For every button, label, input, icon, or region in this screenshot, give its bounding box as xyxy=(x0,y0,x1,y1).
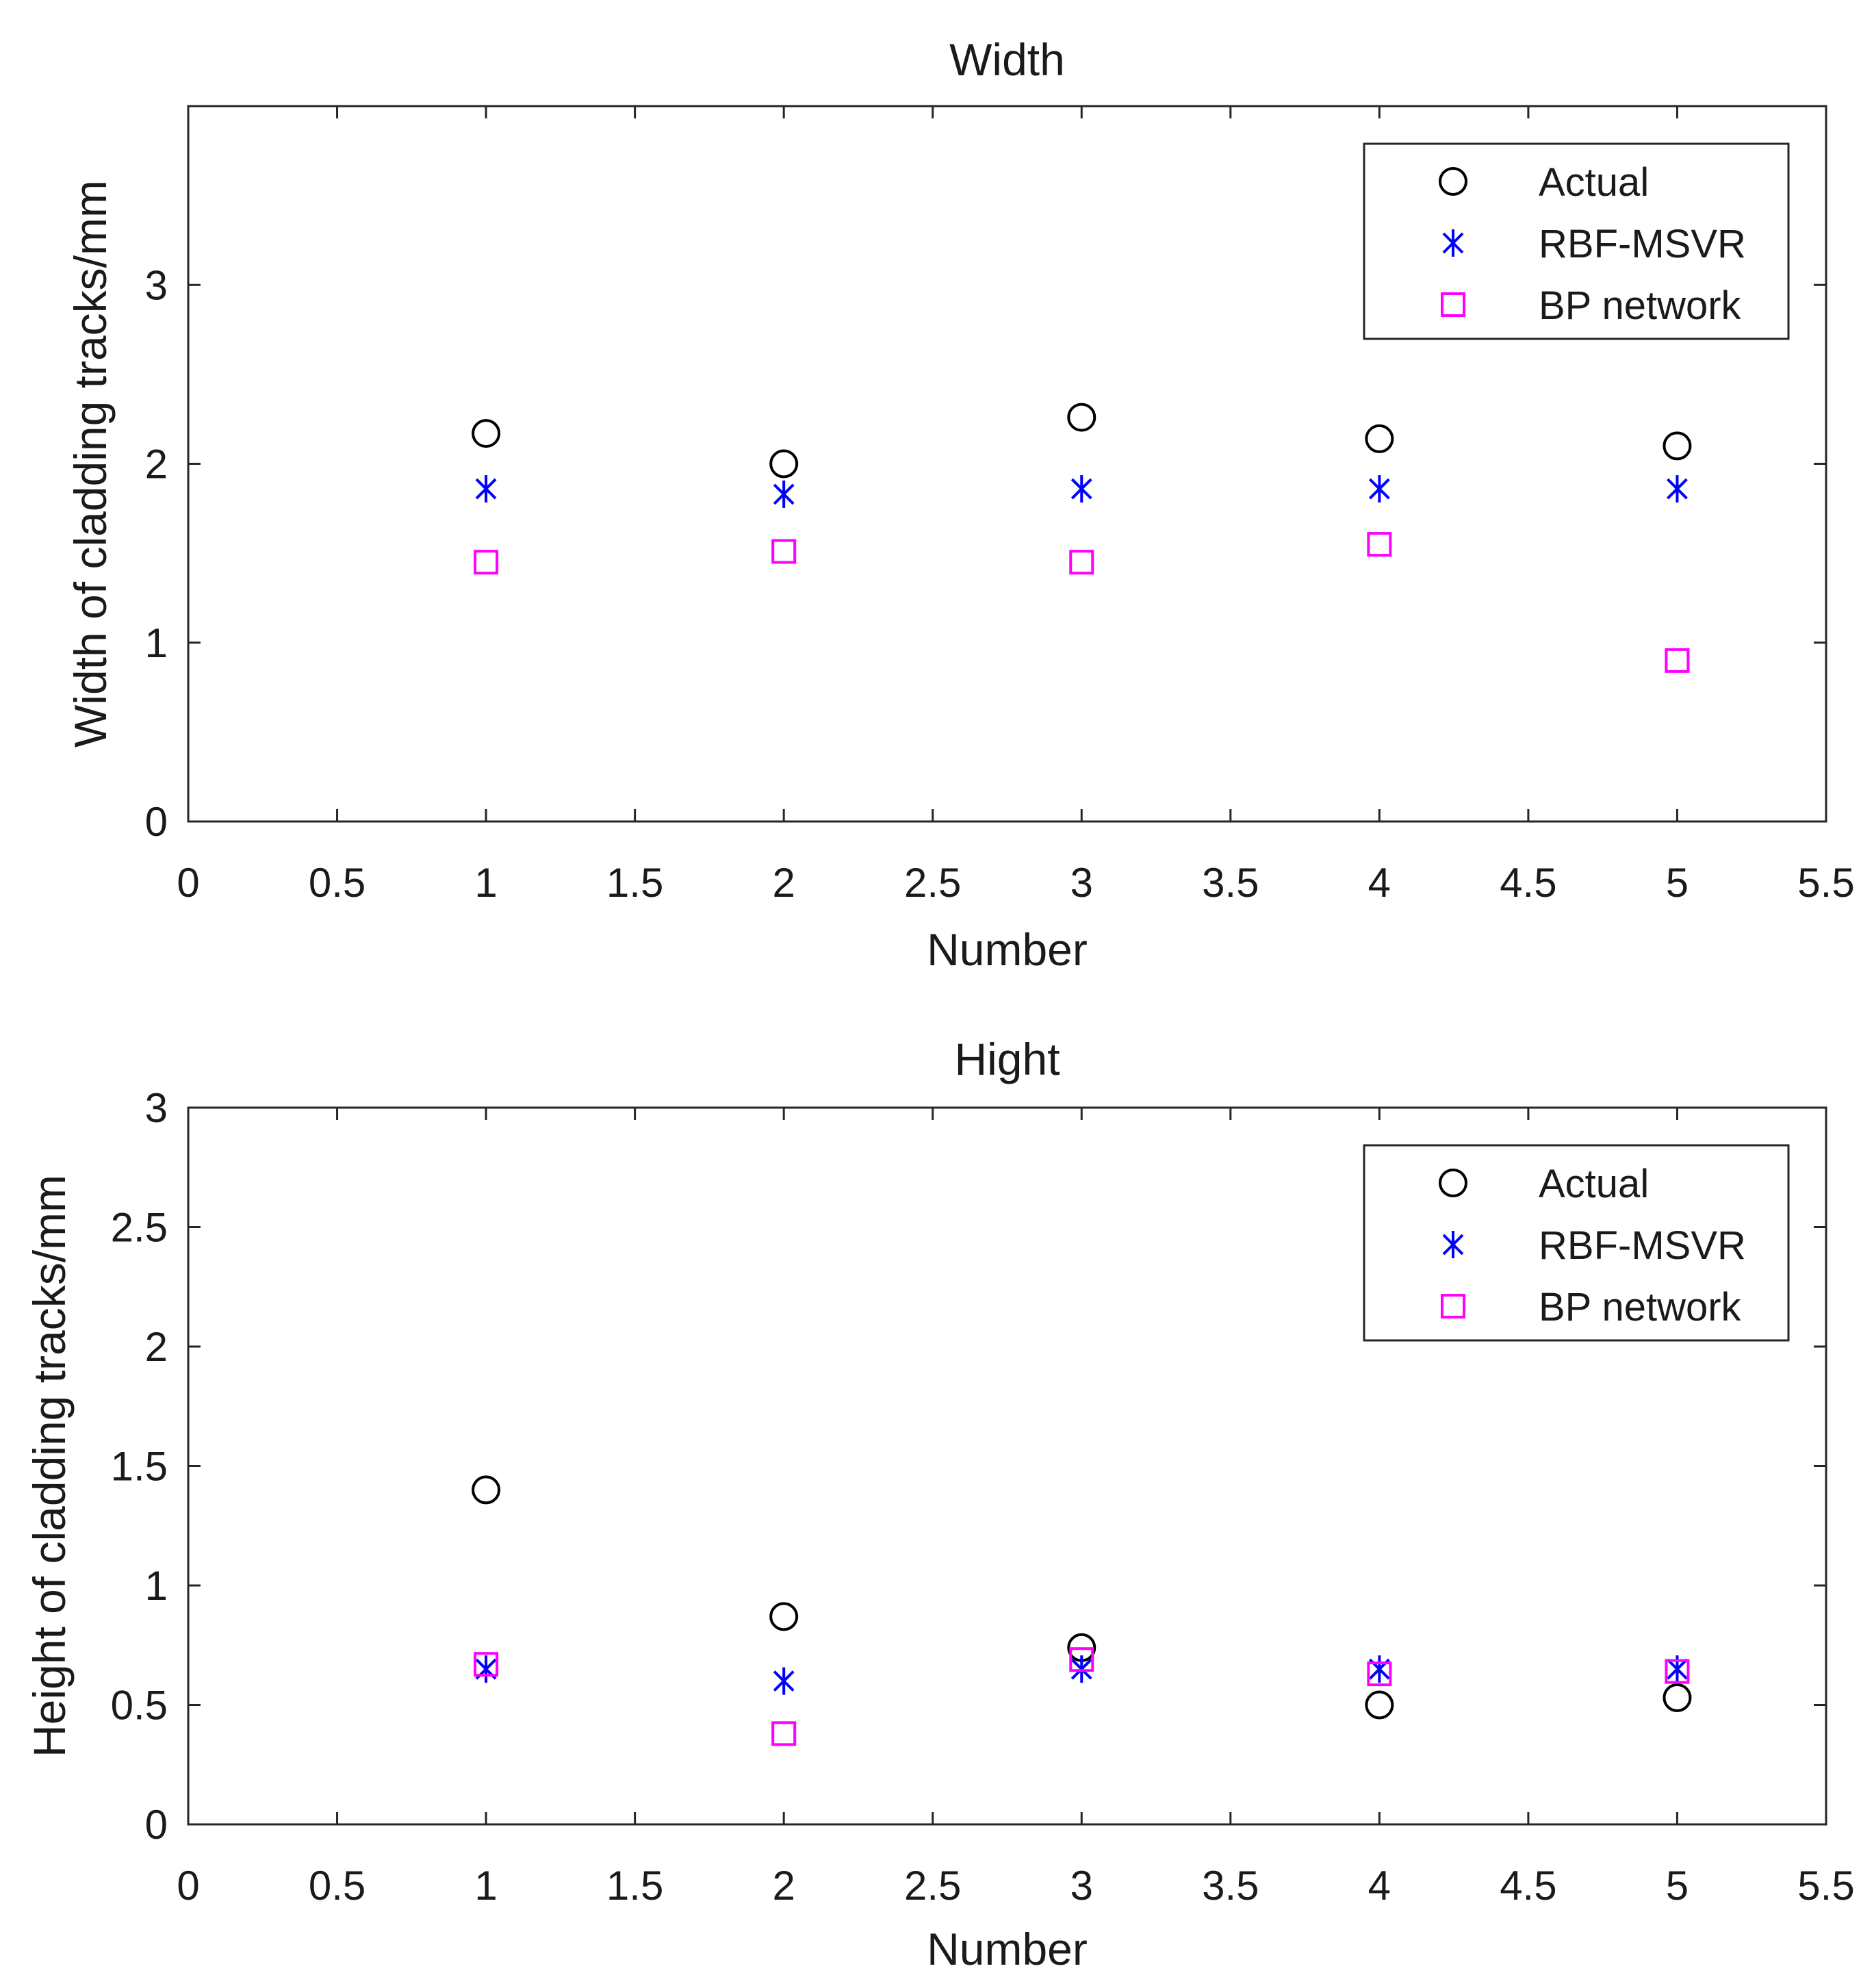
x-tick-label: 2 xyxy=(772,1863,795,1909)
width-chart-panel: Width 0 0.5 1 1.5 2 2.5 3 3.5 4 4.5 5 5.5 0 1 2 3 Number W… xyxy=(65,34,1855,975)
chart-title: Hight xyxy=(954,1034,1060,1084)
y-tick-label: 3 xyxy=(145,262,168,308)
data-point-rbf-msvr-stroke xyxy=(475,478,497,500)
legend-marker-actual xyxy=(1439,167,1467,196)
legend: Actual RBF-MSVR BP network xyxy=(1363,142,1790,340)
data-point-bp-network xyxy=(1069,550,1094,575)
data-point-rbf-msvr-stroke xyxy=(773,1670,795,1692)
data-point-actual xyxy=(1365,424,1394,453)
x-tick-label: 0.5 xyxy=(309,860,365,906)
legend-marker-rbf-msvr-stroke xyxy=(1442,232,1464,254)
legend-label: RBF-MSVR xyxy=(1539,1223,1746,1268)
legend-label: BP network xyxy=(1539,1285,1742,1329)
legend-box xyxy=(1363,1144,1790,1342)
legend-marker-bp-network xyxy=(1441,292,1465,317)
data-point-rbf-msvr xyxy=(773,480,795,508)
y-tick-label: 2.5 xyxy=(111,1205,168,1251)
data-point-rbf-msvr xyxy=(1070,475,1092,503)
x-tick-label: 3 xyxy=(1070,1863,1093,1909)
data-point-actual xyxy=(1663,431,1692,461)
legend-marker-rbf-msvr xyxy=(1442,1231,1464,1258)
data-point-rbf-msvr-stroke xyxy=(1070,1658,1092,1680)
x-tick-label: 3.5 xyxy=(1202,860,1259,906)
y-tick-label: 2 xyxy=(145,442,168,487)
x-tick-label: 0 xyxy=(177,860,199,906)
x-tick-label: 5.5 xyxy=(1797,1863,1854,1909)
legend-label: Actual xyxy=(1539,1162,1649,1206)
data-point-actual xyxy=(1365,1690,1394,1720)
x-tick-label: 3 xyxy=(1070,860,1093,906)
data-point-rbf-msvr xyxy=(1368,475,1390,503)
data-point-actual xyxy=(769,449,799,479)
data-point-rbf-msvr-stroke xyxy=(1667,478,1688,500)
data-point-bp-network xyxy=(1367,1661,1392,1687)
x-tick-label: 4.5 xyxy=(1500,860,1556,906)
y-axis-label: Height of cladding tracks/mm xyxy=(24,1175,75,1757)
x-tick-label: 5 xyxy=(1666,860,1689,906)
legend-label: Actual xyxy=(1539,160,1649,205)
y-tick-label: 0.5 xyxy=(111,1683,168,1729)
x-tick-label: 5.5 xyxy=(1797,860,1854,906)
y-tick-label: 2 xyxy=(145,1324,168,1370)
data-point-bp-network xyxy=(474,550,499,575)
data-point-bp-network xyxy=(771,1721,797,1746)
x-axis-label: Number xyxy=(927,1924,1088,1974)
legend-marker-rbf-msvr xyxy=(1442,229,1464,257)
y-tick-label: 1.5 xyxy=(111,1444,168,1490)
x-tick-label: 0.5 xyxy=(309,1863,365,1909)
data-point-bp-network xyxy=(474,1652,499,1677)
y-tick-label: 1 xyxy=(145,1563,168,1609)
y-tick-label: 1 xyxy=(145,620,168,666)
x-tick-label: 1 xyxy=(474,1863,497,1909)
data-point-rbf-msvr-stroke xyxy=(1368,478,1390,500)
y-tick-label: 3 xyxy=(145,1085,168,1131)
data-point-actual xyxy=(769,1602,799,1631)
legend-marker-actual xyxy=(1439,1169,1467,1197)
data-point-bp-network xyxy=(1665,1659,1690,1684)
data-point-rbf-msvr xyxy=(773,1667,795,1695)
x-tick-label: 1 xyxy=(474,860,497,906)
x-tick-label: 4 xyxy=(1368,860,1391,906)
legend: Actual RBF-MSVR BP network xyxy=(1363,1144,1790,1342)
data-point-rbf-msvr xyxy=(1070,1655,1092,1683)
data-point-rbf-msvr-stroke xyxy=(1667,1658,1688,1680)
data-point-rbf-msvr-stroke xyxy=(773,483,795,505)
data-point-actual xyxy=(1067,403,1096,432)
x-tick-label: 4.5 xyxy=(1500,1863,1556,1909)
legend-box xyxy=(1363,142,1790,340)
data-point-bp-network xyxy=(1665,648,1690,673)
data-point-rbf-msvr xyxy=(1667,475,1688,503)
x-tick-label: 2.5 xyxy=(904,860,961,906)
legend-marker-bp-network xyxy=(1441,1294,1465,1318)
data-point-bp-network xyxy=(1367,532,1392,557)
y-tick-label: 0 xyxy=(145,799,168,845)
x-tick-label: 3.5 xyxy=(1202,1863,1259,1909)
y-tick-label: 0 xyxy=(145,1802,168,1848)
x-tick-label: 1.5 xyxy=(606,1863,663,1909)
x-tick-label: 5 xyxy=(1666,1863,1689,1909)
data-point-actual xyxy=(472,1475,501,1505)
x-tick-label: 2.5 xyxy=(904,1863,961,1909)
x-tick-label: 4 xyxy=(1368,1863,1391,1909)
y-axis-label: Width of cladding tracks/mm xyxy=(65,180,116,748)
x-tick-label: 2 xyxy=(772,860,795,906)
height-chart-panel: Hight 0 0.5 1 1.5 2 2.5 3 3.5 4 4.5 5 5.5 0 0.5 1 1.5 2 2.… xyxy=(24,1034,1855,1974)
data-point-bp-network xyxy=(1069,1647,1094,1672)
legend-label: RBF-MSVR xyxy=(1539,222,1746,266)
data-point-bp-network xyxy=(771,539,797,564)
legend-marker-rbf-msvr-stroke xyxy=(1442,1234,1464,1256)
data-point-actual xyxy=(472,419,501,448)
data-point-rbf-msvr xyxy=(475,475,497,503)
legend-label: BP network xyxy=(1539,283,1742,328)
x-axis-label: Number xyxy=(927,924,1088,975)
data-point-actual xyxy=(1663,1683,1692,1713)
chart-title: Width xyxy=(949,34,1065,85)
x-tick-label: 0 xyxy=(177,1863,199,1909)
x-tick-label: 1.5 xyxy=(606,860,663,906)
data-point-rbf-msvr-stroke xyxy=(1070,478,1092,500)
